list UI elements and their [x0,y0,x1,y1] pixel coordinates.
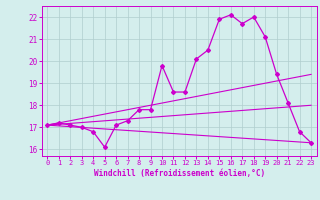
X-axis label: Windchill (Refroidissement éolien,°C): Windchill (Refroidissement éolien,°C) [94,169,265,178]
